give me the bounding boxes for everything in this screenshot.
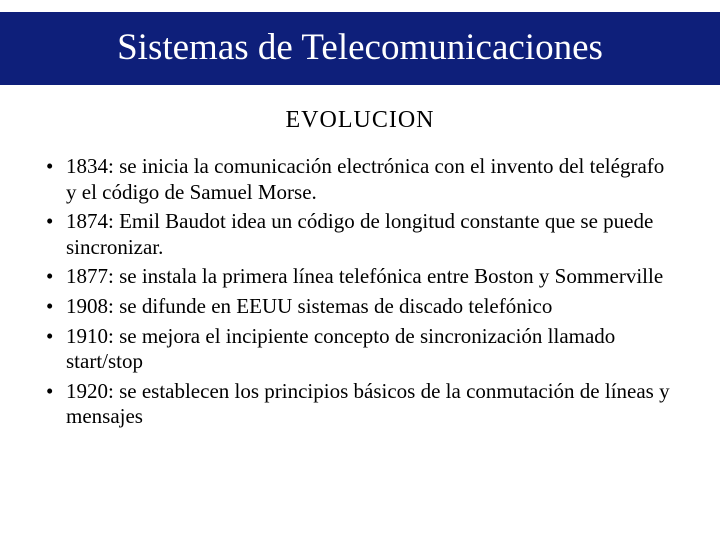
subtitle: EVOLUCION [0,107,720,134]
list-item: 1908: se difunde en EEUU sistemas de dis… [44,294,676,320]
list-item-text: 1834: se inicia la comunicación electrón… [66,154,664,204]
list-item-text: 1910: se mejora el incipiente concepto d… [66,324,615,374]
list-item: 1910: se mejora el incipiente concepto d… [44,324,676,375]
bullet-list: 1834: se inicia la comunicación electrón… [44,154,676,430]
subtitle-text: EVOLUCION [286,107,435,133]
list-item-text: 1877: se instala la primera línea telefó… [66,264,663,288]
list-item-text: 1908: se difunde en EEUU sistemas de dis… [66,294,552,318]
list-item: 1834: se inicia la comunicación electrón… [44,154,676,205]
content-area: 1834: se inicia la comunicación electrón… [0,154,720,430]
list-item: 1877: se instala la primera línea telefó… [44,264,676,290]
title-banner: Sistemas de Telecomunicaciones [0,12,720,85]
list-item-text: 1874: Emil Baudot idea un código de long… [66,209,653,259]
list-item-text: 1920: se establecen los principios básic… [66,379,670,429]
list-item: 1920: se establecen los principios básic… [44,379,676,430]
list-item: 1874: Emil Baudot idea un código de long… [44,209,676,260]
page-title: Sistemas de Telecomunicaciones [117,27,603,68]
